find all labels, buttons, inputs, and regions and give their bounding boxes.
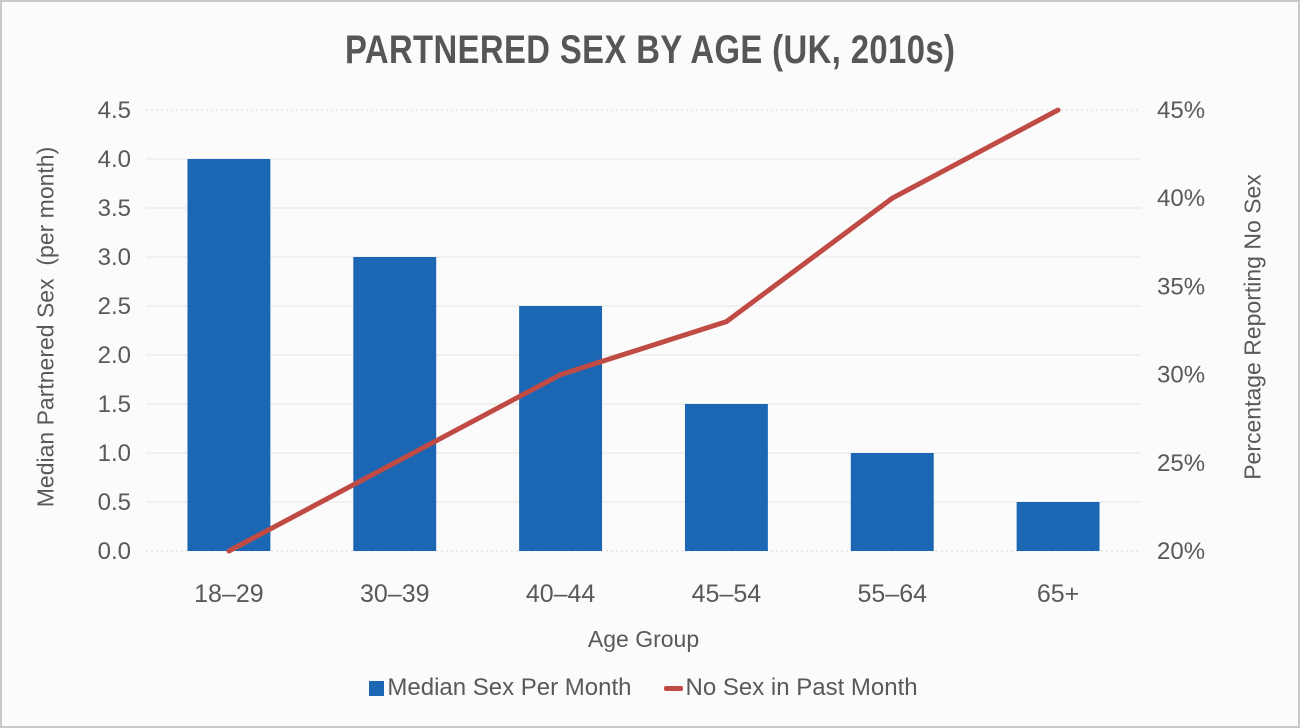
right-axis-tick-label: 25%	[1157, 450, 1205, 477]
bar	[684, 404, 768, 551]
x-axis-category-label: 55–64	[857, 580, 927, 608]
right-axis-tick-label: 20%	[1157, 538, 1205, 565]
right-axis-tick-label: 45%	[1157, 97, 1205, 124]
left-axis-tick-label: 0.0	[98, 538, 131, 565]
bar	[519, 306, 603, 551]
bar	[353, 257, 437, 551]
legend-label-line-series: No Sex in Past Month	[685, 674, 918, 701]
x-axis-category-label: 40–44	[526, 580, 596, 608]
left-axis-tick-label: 2.0	[98, 342, 131, 369]
bar-series-swatch-icon	[369, 680, 385, 696]
bar	[850, 453, 934, 551]
left-axis-title: Median Partnered Sex (per month)	[32, 146, 59, 508]
left-axis-tick-label: 1.0	[98, 440, 131, 467]
legend-label-bar-series: Median Sex Per Month	[387, 674, 632, 701]
chart-title: PARTNERED SEX BY AGE (UK, 2010s)	[0, 28, 1300, 73]
left-axis-tick-label: 4.5	[98, 97, 131, 124]
legend: Median Sex Per Month No Sex in Past Mont…	[146, 674, 1141, 702]
right-axis-title: Percentage Reporting No Sex	[1239, 174, 1266, 480]
x-axis-category-label: 30–39	[360, 580, 430, 608]
chart-title-text: PARTNERED SEX BY AGE (UK, 2010s)	[344, 28, 956, 72]
x-axis-category-label: 18–29	[194, 580, 264, 608]
line-series-swatch-icon	[663, 685, 683, 691]
legend-item-bar-series: Median Sex Per Month	[369, 674, 632, 702]
left-axis-tick-label: 3.0	[98, 244, 131, 271]
bar	[1016, 502, 1100, 551]
line-series	[226, 107, 1061, 554]
left-axis-tick-label: 2.5	[98, 293, 131, 320]
bar	[187, 159, 271, 551]
x-axis-category-label: 45–54	[692, 580, 762, 608]
left-axis-tick-label: 0.5	[98, 489, 131, 516]
x-axis-title: Age Group	[587, 626, 700, 652]
left-axis-tick-label: 4.0	[98, 146, 131, 173]
legend-item-line-series: No Sex in Past Month	[663, 674, 918, 702]
x-axis-category-label: 65+	[1037, 580, 1079, 608]
right-axis-tick-label: 40%	[1157, 185, 1205, 212]
right-axis-tick-label: 35%	[1157, 273, 1205, 300]
left-axis-tick-label: 1.5	[98, 391, 131, 418]
left-axis-tick-label: 3.5	[98, 195, 131, 222]
right-axis-tick-label: 30%	[1157, 362, 1205, 389]
